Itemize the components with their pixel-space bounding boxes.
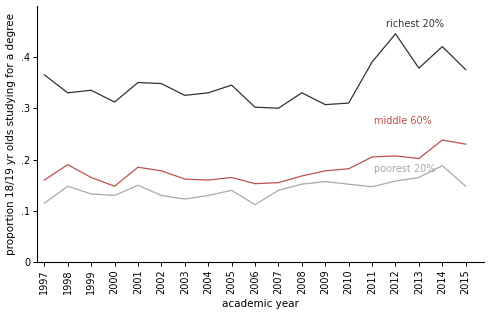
X-axis label: academic year: academic year — [222, 300, 299, 309]
Text: middle 60%: middle 60% — [374, 116, 432, 126]
Text: poorest 20%: poorest 20% — [374, 164, 436, 174]
Y-axis label: proportion 18/19 yr olds studying for a degree: proportion 18/19 yr olds studying for a … — [5, 13, 16, 255]
Text: richest 20%: richest 20% — [386, 19, 444, 29]
